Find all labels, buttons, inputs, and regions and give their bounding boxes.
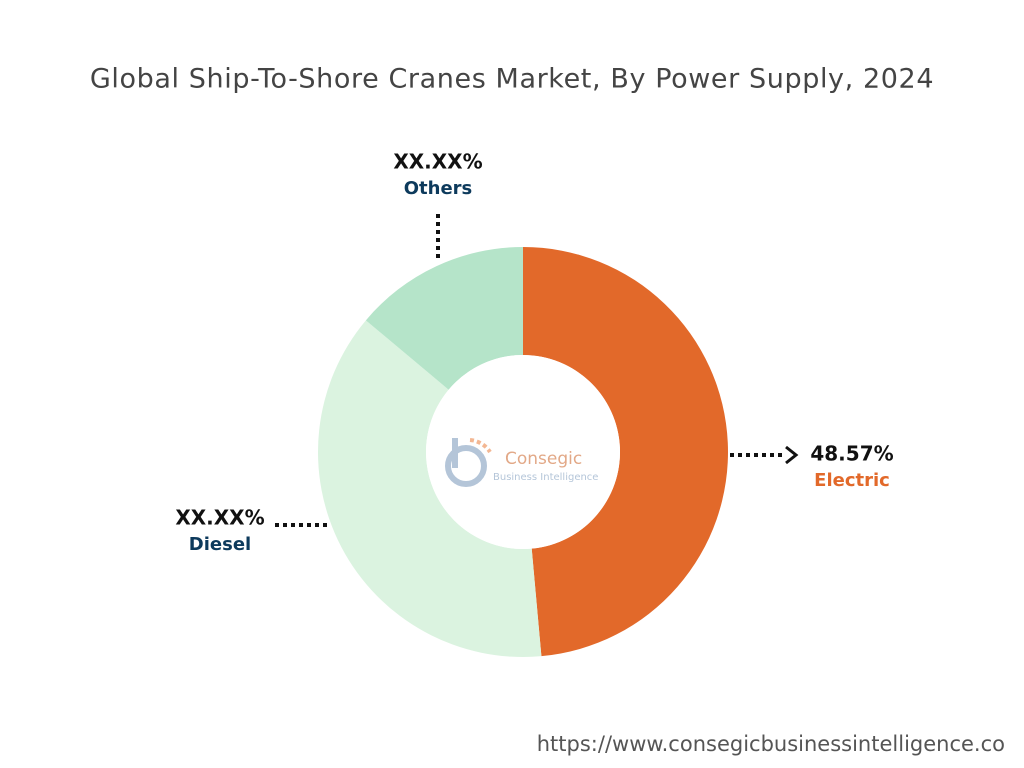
watermark-logo: Consegic Business Intelligence xyxy=(445,438,598,487)
value-label: 48.57% xyxy=(810,442,893,466)
watermark-name: Consegic xyxy=(505,449,582,469)
category-label: Diesel xyxy=(189,534,251,555)
category-label: Others xyxy=(404,178,473,199)
logo-ring xyxy=(445,445,487,487)
source-url: https://www.consegicbusinessintelligence… xyxy=(537,732,1005,756)
donut-hole xyxy=(426,355,620,549)
chart-title: Global Ship-To-Shore Cranes Market, By P… xyxy=(90,64,934,95)
donut-slice xyxy=(318,320,542,658)
logo-arc xyxy=(469,438,492,454)
donut-slice xyxy=(365,247,523,390)
logo-stem xyxy=(452,438,458,468)
leader-arrow xyxy=(785,445,799,465)
category-label: Electric xyxy=(814,470,890,491)
watermark-tagline: Business Intelligence xyxy=(493,472,598,483)
donut-slice xyxy=(523,247,728,657)
value-label: XX.XX% xyxy=(393,150,482,174)
donut xyxy=(318,247,728,658)
leaders xyxy=(275,214,786,527)
value-label: XX.XX% xyxy=(175,506,264,530)
